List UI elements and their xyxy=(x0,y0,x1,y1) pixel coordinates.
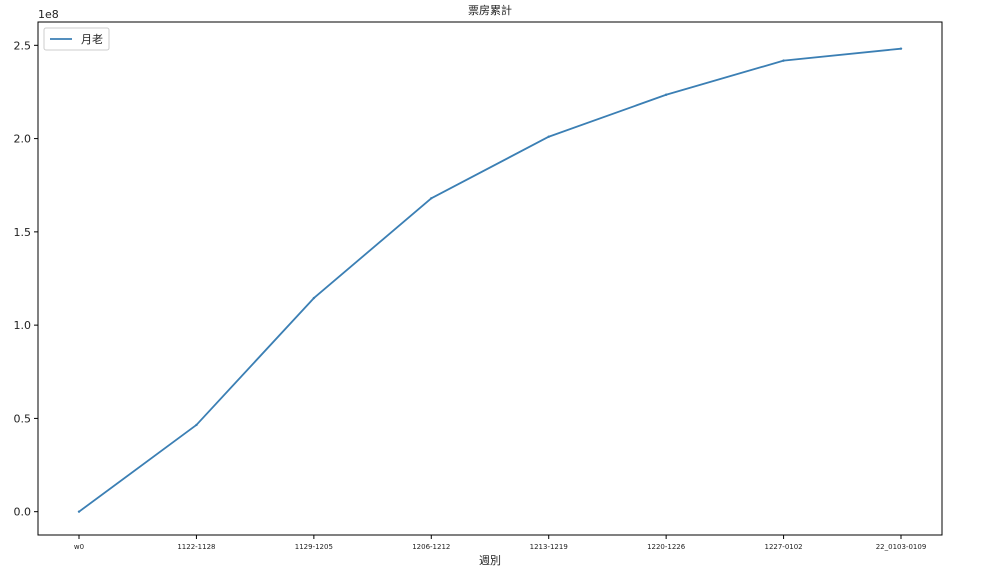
y-axis-scale-label: 1e8 xyxy=(38,8,59,21)
data-point xyxy=(195,423,198,427)
data-point xyxy=(430,197,433,200)
data-point xyxy=(664,93,668,96)
x-tick-label: 1213-1219 xyxy=(530,543,568,551)
x-axis-title: 週別 xyxy=(479,554,501,567)
y-tick-label: 0.0 xyxy=(14,506,32,519)
data-point xyxy=(77,510,81,513)
plot-area-frame xyxy=(37,21,943,536)
y-axis-ticks: 0.0 0.5 1.0 1.5 2.0 2.5 xyxy=(14,39,38,519)
series-line-0 xyxy=(78,47,902,513)
legend-box xyxy=(43,27,110,51)
x-axis-ticks: w0 1122-1128 1129-1205 1206-1212 1213-1219 12… xyxy=(74,535,926,551)
x-tick-label: 1129-1205 xyxy=(295,543,333,551)
x-tick-label: w0 xyxy=(74,543,84,551)
data-point xyxy=(547,135,550,138)
chart-title: 票房累計 xyxy=(468,3,512,17)
y-tick-label: 2.0 xyxy=(14,133,32,146)
x-tick-label: 1220-1226 xyxy=(647,543,686,551)
series-group xyxy=(77,47,903,513)
y-tick-label: 2.5 xyxy=(14,39,32,52)
x-tick-label: 22_0103-0109 xyxy=(876,543,927,551)
data-point xyxy=(899,47,903,50)
data-point xyxy=(782,59,785,62)
legend-label: 月老 xyxy=(81,33,103,46)
x-tick-label: 1227-0102 xyxy=(764,543,802,551)
y-tick-label: 1.5 xyxy=(14,226,32,239)
x-tick-label: 1122-1128 xyxy=(177,543,215,551)
x-tick-label: 1206-1212 xyxy=(412,543,450,551)
y-tick-label: 1.0 xyxy=(14,319,32,332)
y-tick-label: 0.5 xyxy=(14,412,32,425)
data-point xyxy=(312,296,316,300)
legend: 月老 xyxy=(43,27,110,51)
